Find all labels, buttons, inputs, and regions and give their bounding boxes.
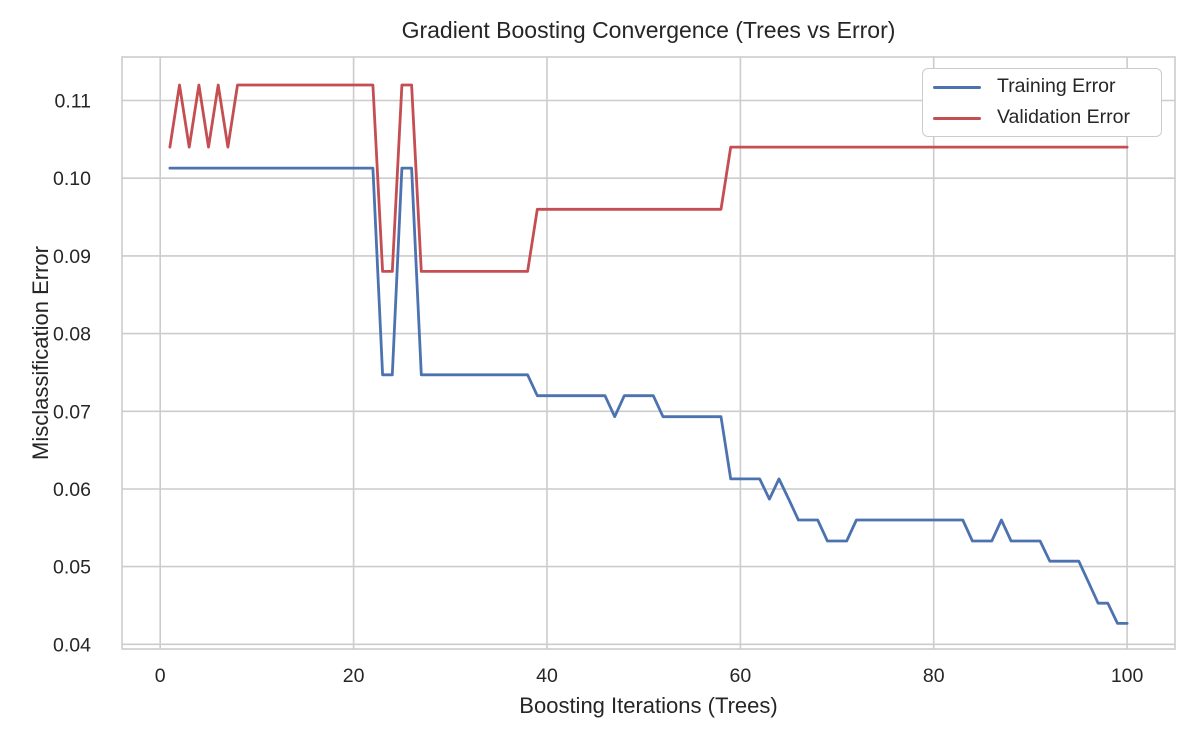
legend-item-training-error: Training Error (933, 75, 1161, 99)
legend-label-training-error: Training Error (997, 75, 1116, 98)
y-axis-label: Misclassification Error (28, 246, 53, 460)
legend-item-validation-error: Validation Error (933, 106, 1161, 130)
y-tick-label: 0.07 (53, 401, 91, 423)
y-tick-label: 0.08 (53, 324, 91, 346)
legend: Training Error Validation Error (922, 68, 1162, 137)
x-tick-label: 40 (536, 665, 558, 687)
x-tick-label: 80 (923, 665, 945, 687)
x-tick-label: 100 (1111, 665, 1144, 687)
x-tick-label: 0 (155, 665, 166, 687)
validation-error-line-swatch (933, 116, 981, 120)
y-tick-label: 0.10 (53, 168, 91, 190)
x-axis-label: Boosting Iterations (Trees) (519, 693, 778, 718)
training-error-line-swatch (933, 85, 981, 89)
training-error-line (168, 166, 1129, 625)
validation-error-line (168, 83, 1129, 273)
chart-title: Gradient Boosting Convergence (Trees vs … (401, 17, 896, 43)
y-tick-label: 0.06 (53, 479, 91, 501)
y-tick-label: 0.09 (53, 246, 91, 268)
y-tick-label: 0.05 (53, 557, 91, 579)
plot-border (121, 56, 1176, 650)
legend-label-validation-error: Validation Error (997, 106, 1130, 129)
y-tick-label: 0.04 (53, 634, 91, 656)
y-tick-label: 0.11 (54, 91, 91, 113)
x-tick-label: 60 (730, 665, 752, 687)
x-tick-label: 20 (343, 665, 365, 687)
